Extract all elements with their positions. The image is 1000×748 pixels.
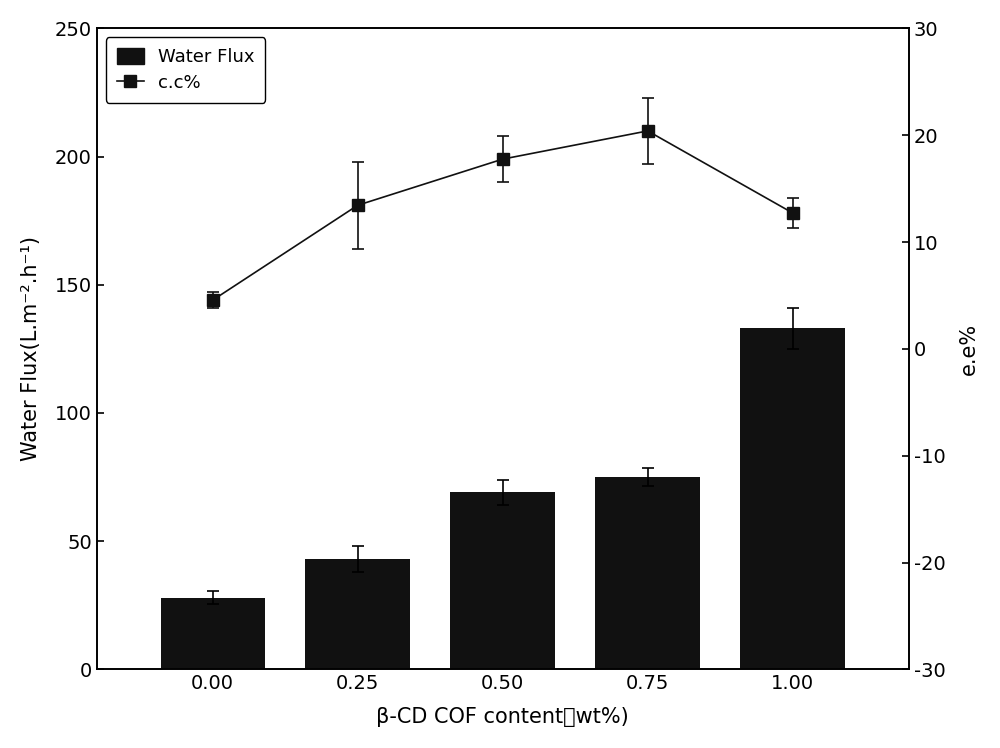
Y-axis label: e.e%: e.e%: [959, 323, 979, 375]
Bar: [305, 560, 410, 669]
Y-axis label: Water Flux(L.m⁻².h⁻¹): Water Flux(L.m⁻².h⁻¹): [21, 236, 41, 462]
Bar: [161, 598, 265, 669]
X-axis label: β-CD COF content（wt%): β-CD COF content（wt%): [376, 707, 629, 727]
Bar: [450, 492, 555, 669]
Bar: [595, 477, 700, 669]
Legend: Water Flux, c.c%: Water Flux, c.c%: [106, 37, 265, 102]
Bar: [740, 328, 845, 669]
